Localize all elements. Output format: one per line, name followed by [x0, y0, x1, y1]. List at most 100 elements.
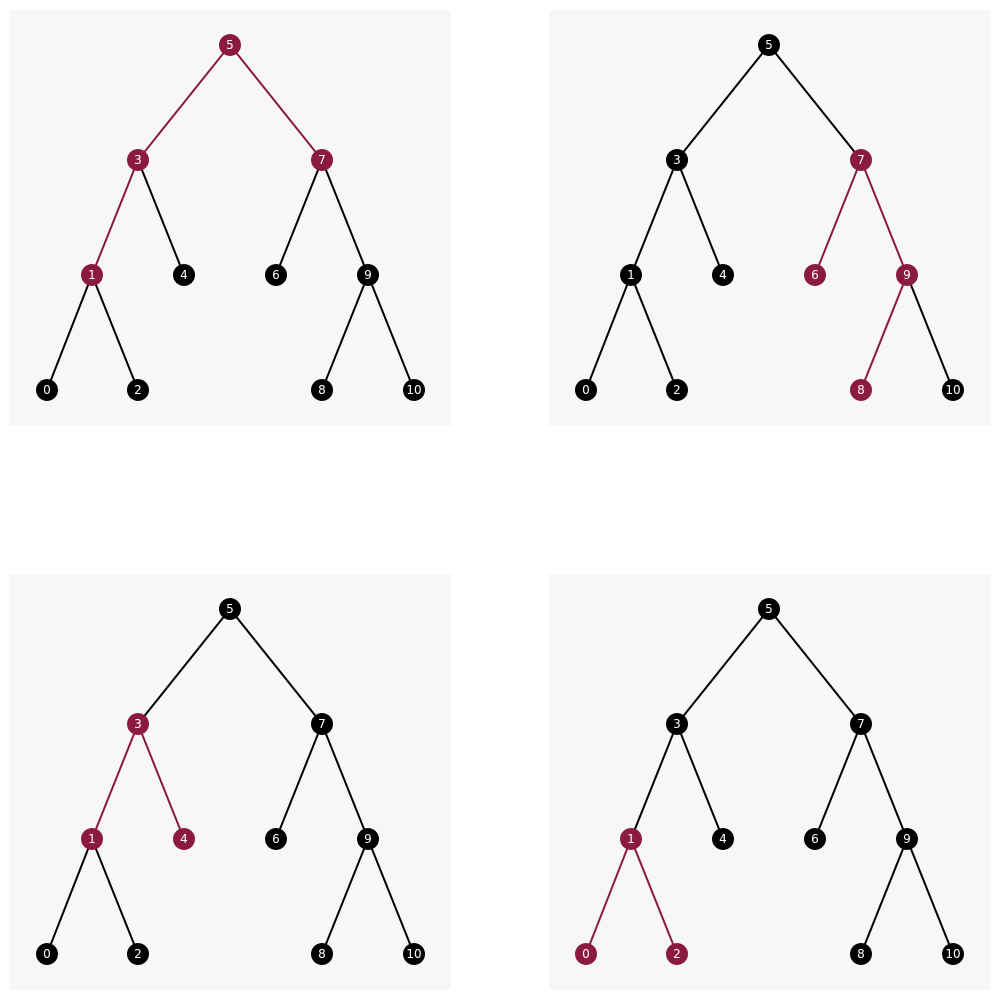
node-circle — [311, 379, 333, 401]
tree-node-1: 1 — [620, 828, 642, 850]
tree-edge-7-9 — [860, 159, 908, 276]
node-circle — [36, 943, 58, 965]
node-circle — [666, 943, 688, 965]
node-label: 3 — [134, 717, 142, 731]
tree-edge-3-4 — [137, 723, 185, 840]
tree-node-10: 10 — [942, 943, 964, 965]
tree-edge-1-2 — [91, 838, 139, 955]
tree-edge-9-10 — [367, 274, 415, 391]
tree-node-6: 6 — [265, 264, 287, 286]
tree-edge-9-8 — [321, 274, 369, 391]
node-circle — [127, 943, 149, 965]
tree-edge-3-1 — [91, 723, 139, 840]
node-circle — [575, 943, 597, 965]
tree-node-2: 2 — [127, 379, 149, 401]
tree-node-4: 4 — [712, 828, 734, 850]
node-label: 1 — [627, 268, 635, 282]
node-label: 4 — [719, 832, 727, 846]
tree-edge-1-2 — [630, 274, 678, 391]
tree-edge-7-6 — [814, 723, 862, 840]
node-label: 0 — [43, 947, 51, 961]
node-circle — [758, 34, 780, 56]
node-label: 8 — [318, 947, 326, 961]
tree-node-8: 8 — [311, 379, 333, 401]
node-circle — [127, 713, 149, 735]
node-circle — [173, 828, 195, 850]
node-label: 8 — [318, 383, 326, 397]
node-label: 7 — [318, 717, 326, 731]
node-circle — [265, 828, 287, 850]
node-circle — [81, 264, 103, 286]
tree-node-4: 4 — [712, 264, 734, 286]
node-label: 3 — [673, 153, 681, 167]
node-label: 2 — [673, 947, 681, 961]
tree-edge-9-8 — [860, 274, 908, 391]
node-label: 5 — [226, 38, 234, 52]
tree-node-5: 5 — [219, 34, 241, 56]
tree-node-2: 2 — [666, 943, 688, 965]
tree-diagram-3: 5 3 7 1 4 6 9 0 2 8 10 — [36, 598, 425, 965]
tree-edge-7-6 — [275, 159, 323, 276]
tree-edge-9-8 — [860, 838, 908, 955]
node-circle — [311, 713, 333, 735]
tree-node-10: 10 — [942, 379, 964, 401]
tree-node-0: 0 — [575, 379, 597, 401]
node-circle — [620, 264, 642, 286]
node-label: 6 — [272, 832, 280, 846]
node-circle — [357, 264, 379, 286]
node-label: 2 — [673, 383, 681, 397]
node-circle — [127, 379, 149, 401]
tree-node-3: 3 — [666, 149, 688, 171]
node-circle — [942, 379, 964, 401]
tree-edge-1-0 — [46, 274, 93, 391]
node-label: 0 — [582, 383, 590, 397]
tree-edge-5-7 — [768, 44, 862, 161]
node-circle — [666, 379, 688, 401]
tree-edge-1-0 — [585, 274, 632, 391]
tree-node-5: 5 — [219, 598, 241, 620]
node-circle — [127, 149, 149, 171]
tree-edge-3-1 — [630, 723, 678, 840]
node-circle — [804, 264, 826, 286]
tree-edge-9-8 — [321, 838, 369, 955]
tree-edge-9-10 — [906, 838, 954, 955]
tree-node-8: 8 — [850, 943, 872, 965]
tree-node-3: 3 — [127, 149, 149, 171]
tree-edge-3-4 — [137, 159, 185, 276]
node-circle — [896, 264, 918, 286]
node-circle — [620, 828, 642, 850]
node-label: 10 — [406, 947, 421, 961]
node-circle — [850, 943, 872, 965]
tree-node-7: 7 — [850, 713, 872, 735]
node-circle — [219, 598, 241, 620]
node-circle — [666, 713, 688, 735]
tree-node-8: 8 — [850, 379, 872, 401]
tree-panel-4: 5 3 7 1 4 6 9 0 2 8 10 — [549, 574, 990, 990]
tree-diagram-2: 5 3 7 1 4 6 9 0 2 8 10 — [575, 34, 964, 401]
tree-edge-7-9 — [860, 723, 908, 840]
node-circle — [403, 379, 425, 401]
tree-node-3: 3 — [127, 713, 149, 735]
node-label: 5 — [765, 38, 773, 52]
node-label: 3 — [673, 717, 681, 731]
tree-node-5: 5 — [758, 598, 780, 620]
node-label: 7 — [857, 153, 865, 167]
tree-node-8: 8 — [311, 943, 333, 965]
node-circle — [712, 828, 734, 850]
tree-edge-3-4 — [676, 723, 724, 840]
node-label: 9 — [903, 832, 911, 846]
node-label: 10 — [945, 383, 960, 397]
node-label: 5 — [226, 602, 234, 616]
tree-node-7: 7 — [850, 149, 872, 171]
tree-node-2: 2 — [666, 379, 688, 401]
tree-edge-9-10 — [906, 274, 954, 391]
node-label: 9 — [903, 268, 911, 282]
node-circle — [850, 149, 872, 171]
tree-node-6: 6 — [804, 828, 826, 850]
node-label: 7 — [318, 153, 326, 167]
tree-node-4: 4 — [173, 264, 195, 286]
tree-node-9: 9 — [357, 264, 379, 286]
tree-panel-1: 5 3 7 1 4 6 9 0 2 8 10 — [10, 10, 451, 426]
node-label: 0 — [582, 947, 590, 961]
tree-node-1: 1 — [81, 264, 103, 286]
